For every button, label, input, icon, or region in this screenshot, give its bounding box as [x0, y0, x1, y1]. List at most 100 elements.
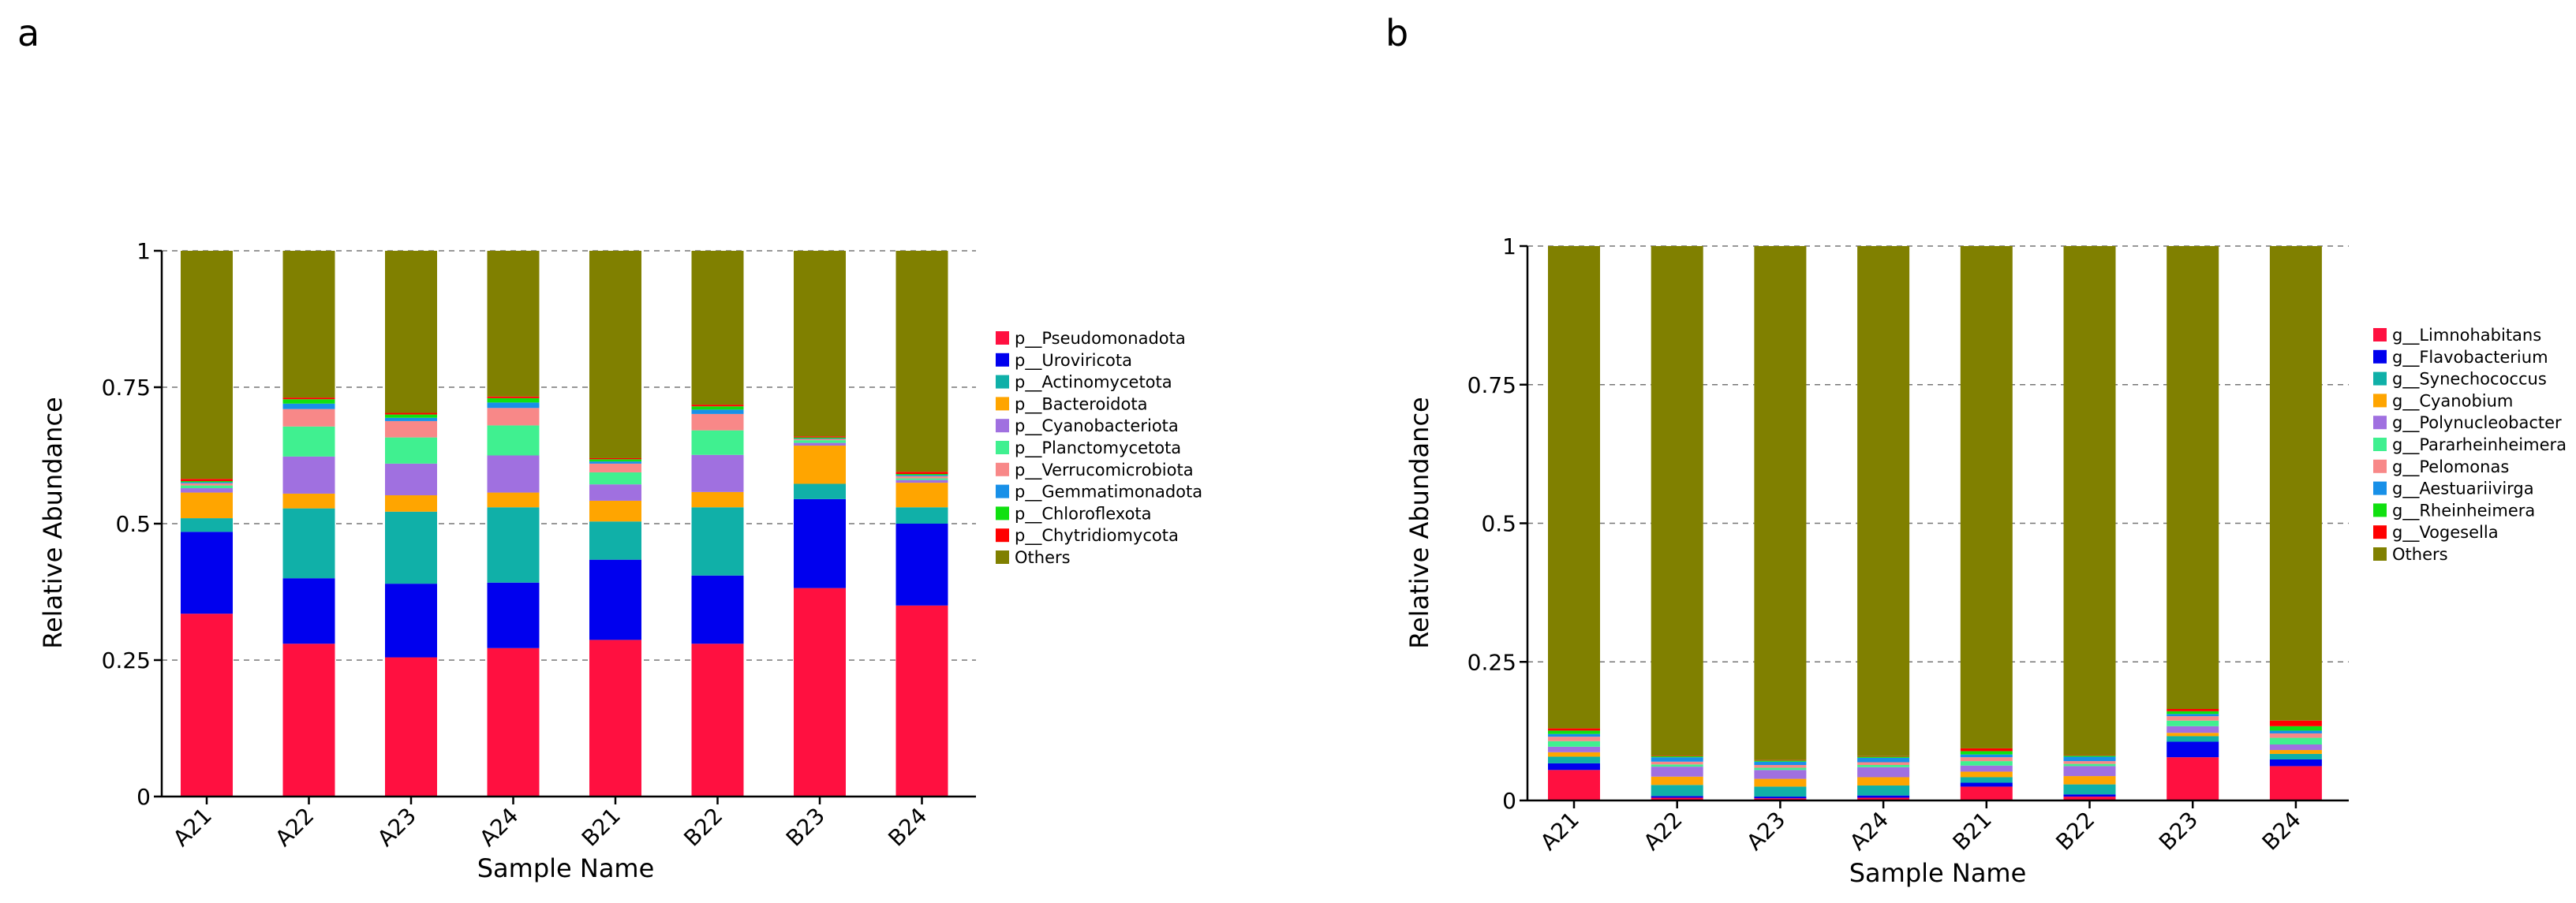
y-axis-title-a: Relative Abundance	[38, 397, 68, 648]
bar-segment	[1754, 761, 1807, 766]
bars-a	[181, 251, 948, 797]
y-tick-label: 0.5	[115, 511, 151, 537]
bar-segment	[2167, 741, 2219, 758]
bar-segment	[1754, 786, 1807, 797]
bar-segment	[2167, 736, 2219, 742]
legend-label: g__Pelomonas	[2392, 457, 2509, 477]
bar-segment	[1960, 751, 2013, 755]
bar-segment	[1754, 797, 1807, 799]
bar-segment	[1651, 797, 1703, 800]
bar-segment	[487, 455, 540, 493]
legend-swatch	[996, 462, 1009, 476]
bar-segment	[589, 559, 641, 640]
bar-segment	[1651, 776, 1703, 785]
legend-swatch	[996, 419, 1009, 433]
bar-segment	[895, 478, 948, 480]
bar-segment	[487, 402, 540, 409]
bar-segment	[1548, 763, 1600, 771]
legend-swatch	[2373, 328, 2387, 341]
x-tick-label: B21	[1948, 807, 1997, 856]
bar-segment	[691, 413, 744, 431]
bar-segment	[385, 412, 437, 415]
bar-segment	[794, 251, 846, 437]
legend-a: p__Pseudomonadotap__Uroviricotap__Actino…	[996, 329, 1202, 567]
legend-swatch	[2373, 459, 2387, 473]
bar-segment	[1754, 765, 1807, 768]
y-tick-label: 0.25	[1467, 649, 1516, 675]
legend-label: p__Actinomycetota	[1015, 373, 1172, 393]
bar-segment	[2063, 784, 2116, 795]
bar-segment	[589, 500, 641, 522]
bar-segment	[794, 438, 846, 441]
legend-swatch	[2373, 547, 2387, 561]
y-tick-label: 0	[1502, 788, 1516, 814]
bar-segment	[691, 491, 744, 508]
bar-segment	[1548, 728, 1600, 731]
x-tick-label: B22	[2051, 807, 2099, 856]
bar-segment	[2269, 733, 2322, 738]
panel-letter-a: a	[17, 12, 39, 54]
bar-segment	[1754, 767, 1807, 771]
bar-segment	[794, 446, 846, 484]
bar-segment	[1857, 785, 1910, 796]
panel-b: b 0 0.25 0.5 0.75 1 A21 A22 A23 A24 B21 B22 B23 B24…	[1385, 12, 2567, 888]
bar-segment	[385, 414, 437, 418]
bar-segment	[589, 521, 641, 560]
bar-segment	[895, 507, 948, 524]
legend-label: g__Polynucleobacter	[2392, 413, 2562, 433]
bar-segment	[2269, 750, 2322, 754]
bar-segment	[1651, 764, 1703, 767]
legend-label: g__Cyanobium	[2392, 391, 2513, 411]
bar-segment	[895, 251, 948, 472]
legend-swatch	[2373, 349, 2387, 364]
bar-segment	[1651, 796, 1703, 798]
bar-segment	[691, 575, 744, 644]
bar-segment	[1548, 737, 1600, 741]
bar-segment	[2063, 763, 2116, 767]
y-tick-label: 0	[136, 784, 151, 810]
x-tick-labels-a: A21 A22 A23 A24 B21 B22 B23 B24	[168, 803, 933, 852]
bar-segment	[2269, 759, 2322, 767]
bar-segment	[1857, 795, 1910, 798]
bar-segment	[2269, 730, 2322, 733]
bar-segment	[895, 605, 948, 797]
bar-segment	[1960, 786, 2013, 800]
legend-swatch	[2373, 481, 2387, 495]
bar-segment	[794, 442, 846, 446]
bar-segment	[1548, 246, 1600, 729]
bar-segment	[691, 406, 744, 410]
y-axis-title-b: Relative Abundance	[1404, 397, 1434, 648]
bar-segment	[181, 482, 233, 483]
bar-segment	[2167, 726, 2219, 733]
grid-lines-b	[1527, 245, 2349, 662]
bar-segment	[691, 507, 744, 576]
bar-segment	[181, 518, 233, 532]
bar-segment	[181, 532, 233, 614]
legend-swatch	[996, 397, 1009, 411]
bar-segment	[282, 493, 335, 509]
bar-segment	[1857, 777, 1910, 786]
bar-segment	[1960, 771, 2013, 778]
bar-segment	[1548, 741, 1600, 747]
bar-segment	[1754, 778, 1807, 787]
axes-a	[154, 249, 976, 804]
bar-segment	[181, 483, 233, 486]
legend-label: p__Gemmatimonadota	[1015, 483, 1202, 502]
bar-segment	[794, 440, 846, 443]
bar-segment	[1754, 760, 1807, 762]
bar-segment	[487, 397, 540, 403]
bar-segment	[1960, 765, 2013, 772]
x-tick-label: B22	[679, 803, 727, 852]
bar-segment	[895, 475, 948, 476]
x-tick-label: A23	[372, 803, 421, 852]
legend-swatch	[2373, 394, 2387, 408]
bar-segment	[589, 251, 641, 458]
bar-segment	[691, 644, 744, 797]
legend-label: p__Verrucomicrobiota	[1015, 461, 1194, 480]
bar-segment	[1651, 785, 1703, 797]
legend-label: p__Planctomycetota	[1015, 438, 1181, 458]
legend-label: g__Vogesella	[2392, 523, 2499, 543]
bar-segment	[794, 438, 846, 439]
bar-segment	[181, 481, 233, 483]
bar-segment	[2063, 766, 2116, 777]
